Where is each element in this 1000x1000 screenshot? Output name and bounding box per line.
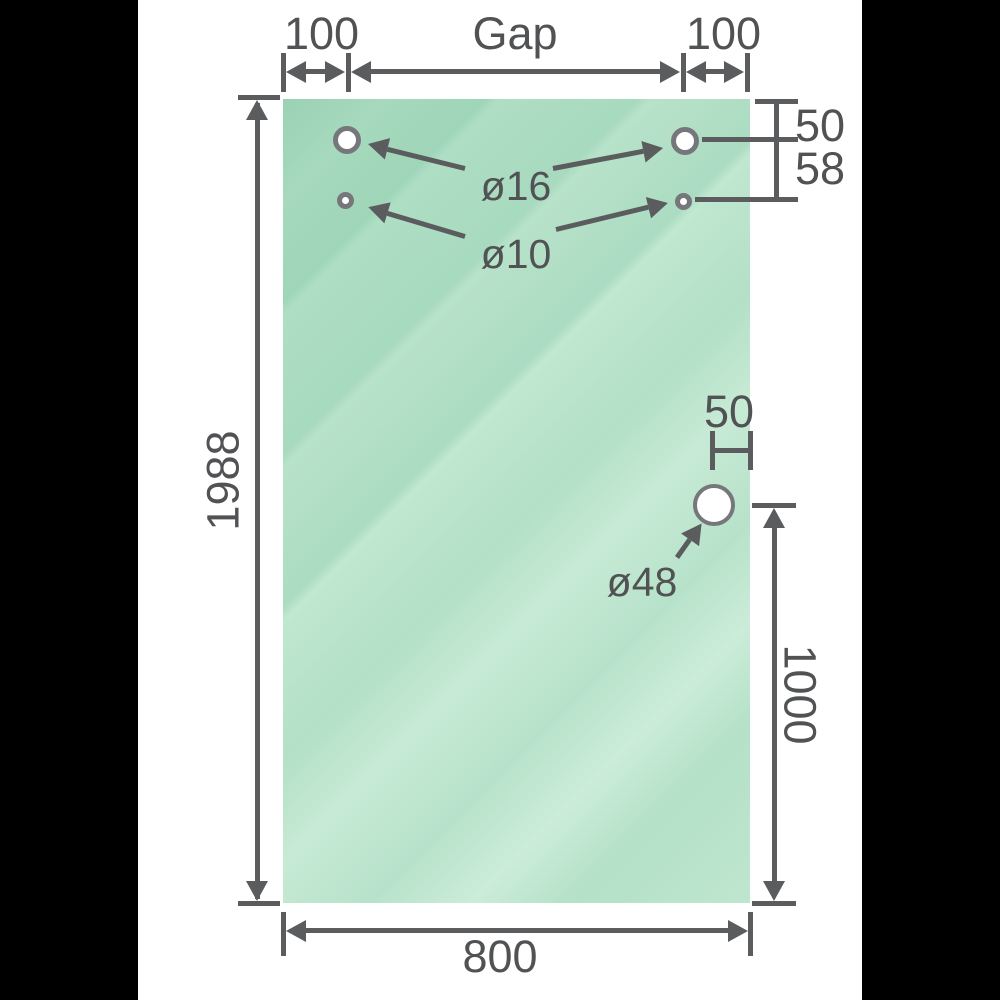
- arrowhead-left-icon: [286, 919, 306, 942]
- o10-leader-line: [695, 197, 798, 202]
- top-tick-right-hole: [681, 53, 686, 92]
- right-black-bar: [862, 0, 1000, 1000]
- width-tick-left: [281, 912, 286, 956]
- top-left-offset-label: 100: [284, 8, 360, 59]
- dim-arrow-top-left-100: [286, 60, 345, 83]
- arrowhead-down-icon: [246, 881, 268, 901]
- hole-o48-handle: [693, 484, 735, 526]
- arrowhead-right-icon: [724, 60, 744, 83]
- arrowhead-up-icon: [763, 508, 785, 528]
- arrowhead-icon: [641, 136, 666, 163]
- height-dim-line: [255, 103, 260, 899]
- top-tick-right-edge: [745, 53, 750, 92]
- handle-offset-bar-right: [748, 431, 753, 470]
- dim-arrow-top-right-100: [686, 60, 744, 83]
- handle-height-bottom-bar: [752, 901, 796, 906]
- top-tick-left-edge: [281, 53, 286, 92]
- left-black-bar: [0, 0, 138, 1000]
- hole-o10-left: [337, 192, 354, 209]
- hole-spacing-label: 58: [794, 143, 846, 194]
- gap-label: Gap: [472, 8, 558, 59]
- o10-label: ø10: [480, 231, 552, 277]
- dim-arrow-width: [286, 919, 748, 942]
- dim-arrow-gap: [351, 60, 680, 83]
- edge-to-hole-label: 50: [794, 100, 846, 151]
- glass-panel: [283, 99, 750, 903]
- top-tick-left-hole: [346, 53, 351, 92]
- top-right-offset-label: 100: [686, 8, 762, 59]
- handle-height-line: [772, 513, 777, 891]
- handle-offset-bar-left: [710, 431, 715, 470]
- arrowhead-right-icon: [728, 919, 748, 942]
- handle-offset-connector: [715, 448, 748, 453]
- panel-width-label: 800: [462, 931, 538, 982]
- edge-dim-vline: [774, 101, 779, 199]
- o16-leader-line: [702, 137, 798, 142]
- arrowhead-down-icon: [763, 881, 785, 901]
- o16-label: ø16: [480, 163, 552, 209]
- arrowhead-left-icon: [286, 60, 306, 83]
- handle-offset-label: 50: [703, 386, 755, 437]
- height-dim-bottom-bar: [238, 901, 280, 906]
- hole-o10-right: [675, 193, 692, 210]
- height-dim-top-bar: [238, 95, 280, 100]
- arrowhead-up-icon: [246, 100, 268, 120]
- hole-o16-left: [333, 126, 361, 154]
- arrowhead-right-icon: [660, 60, 680, 83]
- hole-o16-right: [671, 127, 699, 155]
- handle-height-label: 1000: [774, 644, 826, 745]
- arrowhead-right-icon: [325, 60, 345, 83]
- arrowhead-left-icon: [351, 60, 371, 83]
- o48-label: ø48: [606, 559, 678, 605]
- handle-height-top-bar: [752, 503, 796, 508]
- width-tick-right: [748, 912, 753, 956]
- arrowhead-left-icon: [686, 60, 706, 83]
- panel-height-label: 1988: [197, 430, 249, 531]
